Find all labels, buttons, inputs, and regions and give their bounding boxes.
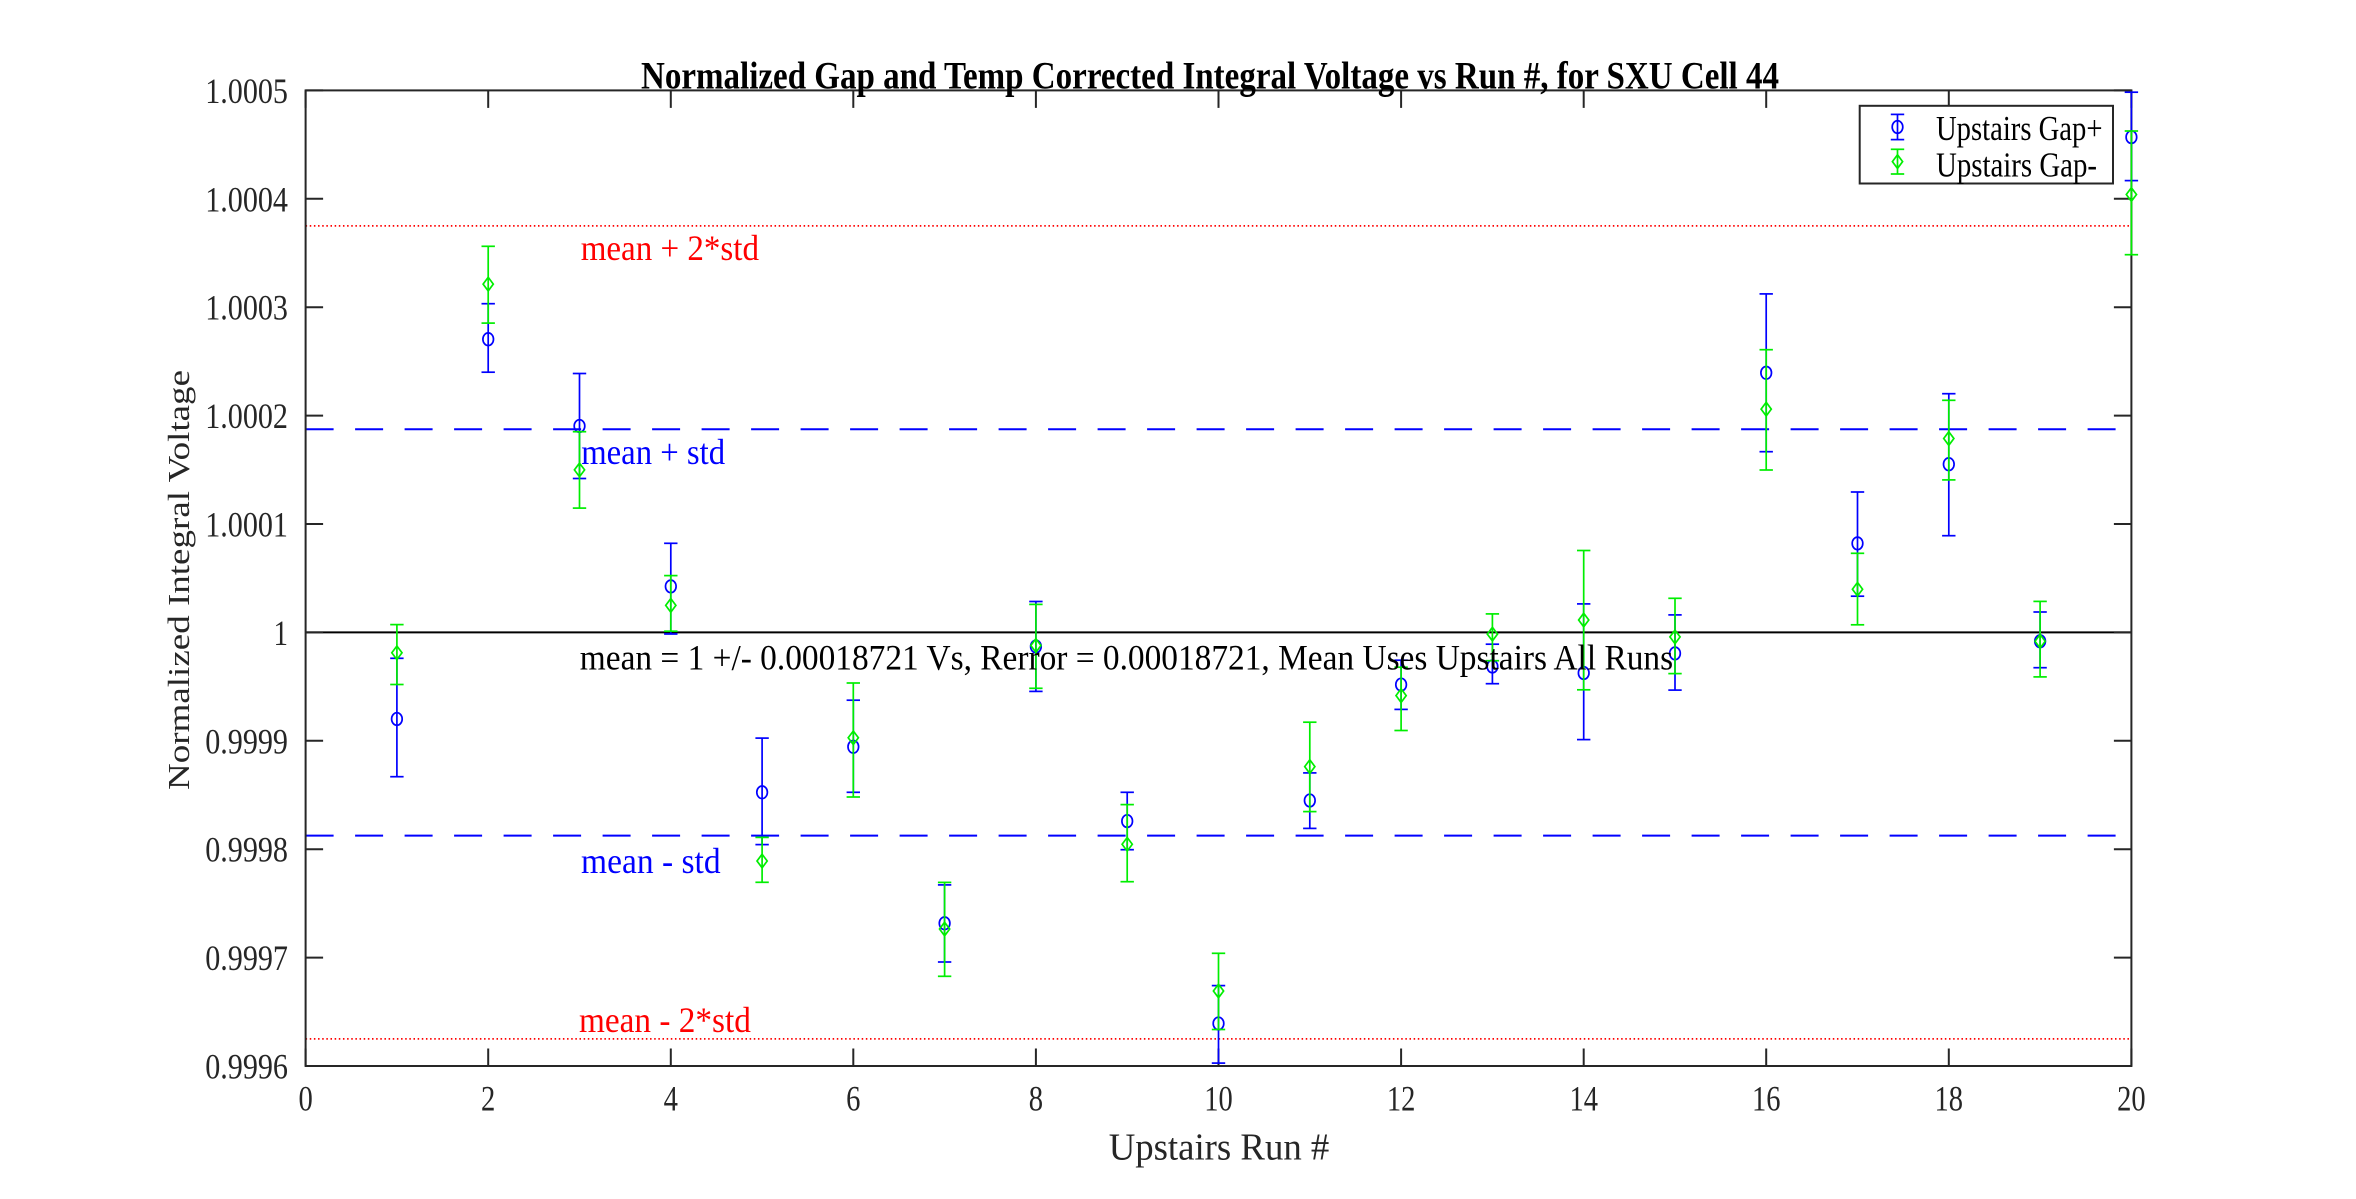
svg-text:14: 14: [1569, 1079, 1598, 1119]
svg-text:12: 12: [1387, 1079, 1416, 1119]
svg-text:8: 8: [1029, 1079, 1043, 1119]
svg-text:1.0001: 1.0001: [205, 505, 288, 545]
svg-text:Normalized Integral Voltage: Normalized Integral Voltage: [163, 370, 197, 790]
svg-text:mean - 2*std: mean - 2*std: [579, 1000, 751, 1040]
svg-text:1.0005: 1.0005: [205, 71, 288, 111]
svg-text:16: 16: [1752, 1079, 1781, 1119]
svg-text:Normalized Gap and Temp Correc: Normalized Gap and Temp Corrected Integr…: [641, 55, 1779, 98]
svg-text:1.0004: 1.0004: [205, 179, 288, 219]
svg-text:1.0003: 1.0003: [205, 288, 288, 328]
svg-text:0: 0: [298, 1079, 312, 1119]
svg-text:6: 6: [846, 1079, 860, 1119]
svg-text:Upstairs Run #: Upstairs Run #: [1109, 1127, 1330, 1169]
svg-text:4: 4: [664, 1079, 678, 1119]
svg-text:0.9997: 0.9997: [205, 938, 288, 978]
svg-text:0.9996: 0.9996: [205, 1047, 288, 1087]
svg-text:Upstairs Gap-: Upstairs Gap-: [1936, 146, 2097, 185]
svg-text:mean = 1 +/- 0.00018721 Vs, Re: mean = 1 +/- 0.00018721 Vs, Rerror = 0.0…: [580, 637, 1673, 677]
svg-text:18: 18: [1935, 1079, 1964, 1119]
svg-text:mean + 2*std: mean + 2*std: [581, 228, 759, 268]
svg-text:20: 20: [2117, 1079, 2146, 1119]
svg-text:0.9998: 0.9998: [205, 830, 288, 870]
svg-text:0.9999: 0.9999: [205, 721, 288, 761]
svg-text:mean - std: mean - std: [581, 841, 721, 881]
svg-text:10: 10: [1204, 1079, 1233, 1119]
svg-text:1: 1: [274, 613, 289, 653]
svg-text:1.0002: 1.0002: [205, 396, 288, 436]
svg-text:Upstairs Gap+: Upstairs Gap+: [1936, 109, 2103, 148]
svg-text:mean + std: mean + std: [581, 432, 725, 472]
svg-text:2: 2: [481, 1079, 495, 1119]
